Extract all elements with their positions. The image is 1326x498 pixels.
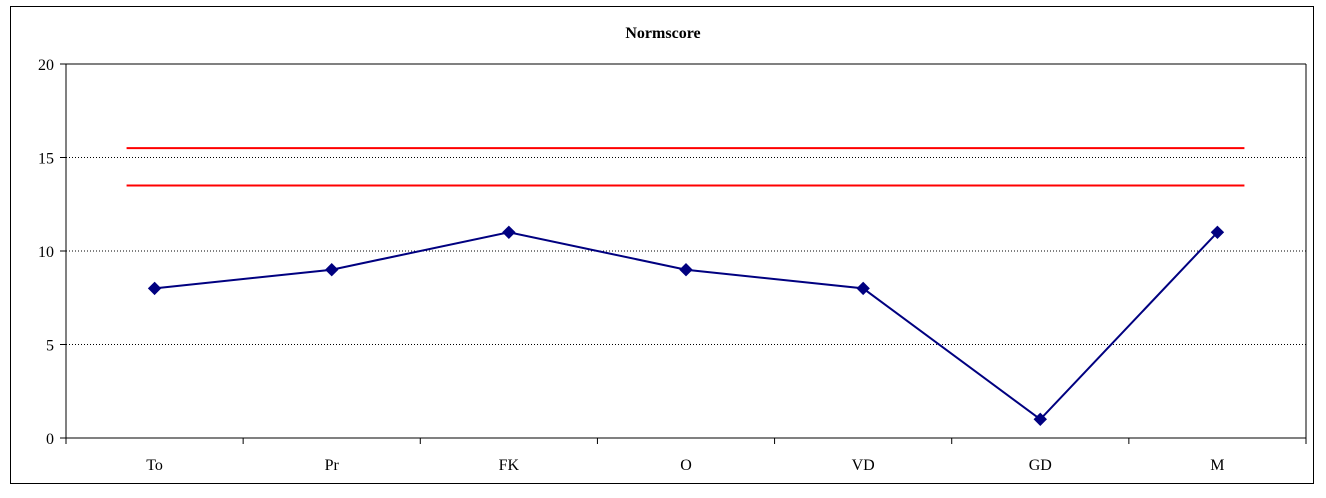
y-tick-label-0: 0 bbox=[46, 431, 54, 448]
data-point-vd bbox=[856, 281, 870, 296]
x-tick-label-2: FK bbox=[499, 457, 520, 474]
y-tick-label-2: 10 bbox=[38, 244, 54, 261]
x-tick-label-0: To bbox=[146, 457, 163, 474]
series-layer bbox=[147, 225, 1225, 427]
series-line-0 bbox=[154, 231, 1219, 421]
x-tick-label-3: O bbox=[680, 457, 692, 474]
reference-lines bbox=[126, 147, 1245, 187]
data-point-gd bbox=[1033, 412, 1047, 427]
x-tick-label-6: M bbox=[1210, 457, 1224, 474]
chart-title: Normscore bbox=[625, 25, 700, 42]
chart-frame bbox=[10, 6, 1314, 484]
data-point-o bbox=[679, 262, 693, 277]
y-tick-label-1: 5 bbox=[46, 338, 54, 355]
axes bbox=[60, 63, 1307, 444]
data-point-fk bbox=[502, 225, 516, 240]
x-tick-labels: To Pr FK O VD GD M bbox=[146, 457, 1224, 474]
data-point-to bbox=[147, 281, 162, 296]
y-tick-labels: 0 5 10 15 20 bbox=[38, 57, 54, 448]
x-tick-label-1: Pr bbox=[325, 457, 340, 474]
data-point-pr bbox=[325, 262, 339, 277]
x-tick-label-4: VD bbox=[852, 457, 875, 474]
data-point-m bbox=[1210, 225, 1225, 240]
y-tick-label-3: 15 bbox=[38, 151, 54, 168]
x-tick-label-5: GD bbox=[1029, 457, 1052, 474]
y-tick-label-4: 20 bbox=[38, 57, 54, 74]
